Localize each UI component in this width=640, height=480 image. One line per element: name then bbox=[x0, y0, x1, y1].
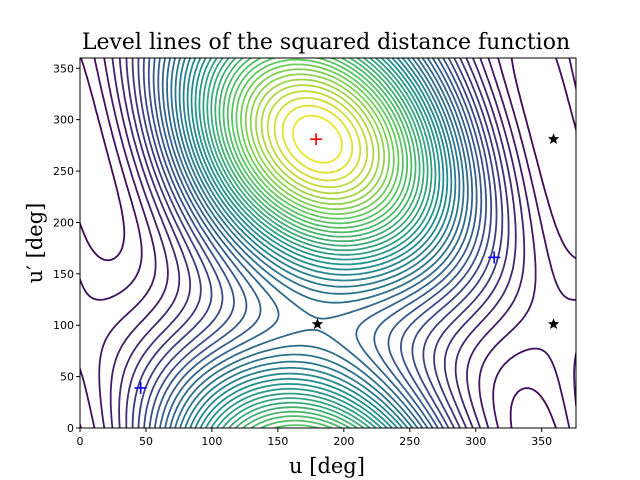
contour-level bbox=[249, 73, 386, 205]
x-tick-label: 150 bbox=[267, 435, 288, 448]
contour-level bbox=[98, 58, 576, 428]
x-axis-ticks: 0 50 100 150 200 250 300 350 bbox=[77, 428, 552, 448]
contour-level bbox=[182, 58, 453, 428]
contour-level bbox=[174, 58, 461, 428]
y-tick-label: 50 bbox=[60, 371, 74, 384]
y-tick-label: 200 bbox=[53, 216, 74, 229]
contour-level bbox=[214, 58, 421, 428]
contour-level bbox=[125, 58, 510, 428]
x-tick-label: 350 bbox=[531, 435, 552, 448]
y-tick-label: 350 bbox=[53, 62, 74, 75]
contour-level bbox=[210, 58, 425, 428]
contour-level bbox=[118, 58, 517, 428]
contour-level bbox=[255, 78, 380, 200]
y-axis-ticks: 0 50 100 150 200 250 300 350 bbox=[53, 62, 80, 435]
saddle-marker bbox=[547, 133, 560, 144]
contour-level bbox=[80, 58, 576, 428]
x-tick-label: 100 bbox=[201, 435, 222, 448]
contour-level bbox=[273, 97, 362, 182]
contour-level bbox=[131, 58, 504, 428]
contour-level bbox=[152, 58, 483, 428]
y-tick-label: 150 bbox=[53, 268, 74, 281]
contour-level bbox=[240, 63, 395, 215]
contour-level bbox=[186, 58, 449, 428]
chart-title: Level lines of the squared distance func… bbox=[82, 30, 570, 55]
contour-level bbox=[222, 58, 413, 428]
contour-level bbox=[194, 58, 441, 428]
minimum-marker bbox=[134, 381, 147, 394]
contour-level bbox=[206, 58, 429, 428]
x-axis-label: u [deg] bbox=[289, 454, 365, 478]
contour-level bbox=[157, 58, 478, 428]
contour-level bbox=[226, 58, 409, 428]
x-tick-label: 0 bbox=[77, 435, 84, 448]
contour-level bbox=[178, 58, 457, 428]
critical-point-markers bbox=[134, 133, 560, 394]
plot-frame bbox=[79, 57, 577, 429]
contour-level bbox=[161, 58, 474, 428]
contour-level bbox=[202, 58, 433, 428]
x-tick-label: 50 bbox=[139, 435, 153, 448]
contour-level bbox=[260, 84, 375, 195]
contour-level bbox=[137, 58, 498, 428]
y-tick-label: 0 bbox=[67, 422, 74, 435]
contour-level bbox=[109, 58, 526, 428]
x-tick-label: 250 bbox=[399, 435, 420, 448]
saddle-marker bbox=[547, 318, 560, 329]
maximum-marker bbox=[310, 133, 323, 146]
y-axis-label: u′ [deg] bbox=[23, 203, 47, 284]
contour-level bbox=[231, 58, 404, 428]
contour-lines bbox=[80, 58, 576, 428]
contour-level bbox=[166, 58, 469, 428]
contour-level bbox=[292, 114, 343, 164]
contour-level bbox=[235, 58, 400, 220]
y-tick-label: 100 bbox=[53, 319, 74, 332]
y-tick-label: 250 bbox=[53, 165, 74, 178]
contour-level bbox=[266, 90, 368, 189]
contour-level bbox=[218, 58, 417, 428]
contour-level bbox=[170, 58, 465, 428]
contour-level bbox=[147, 58, 487, 428]
contour-level bbox=[198, 58, 437, 428]
x-tick-label: 300 bbox=[465, 435, 486, 448]
contour-level bbox=[142, 58, 493, 428]
y-tick-label: 300 bbox=[53, 114, 74, 127]
saddle-marker bbox=[311, 318, 324, 329]
x-tick-label: 200 bbox=[333, 435, 354, 448]
contour-level bbox=[281, 104, 354, 174]
contour-level bbox=[244, 68, 391, 210]
contour-level bbox=[190, 58, 445, 428]
minimum-marker bbox=[488, 251, 501, 264]
